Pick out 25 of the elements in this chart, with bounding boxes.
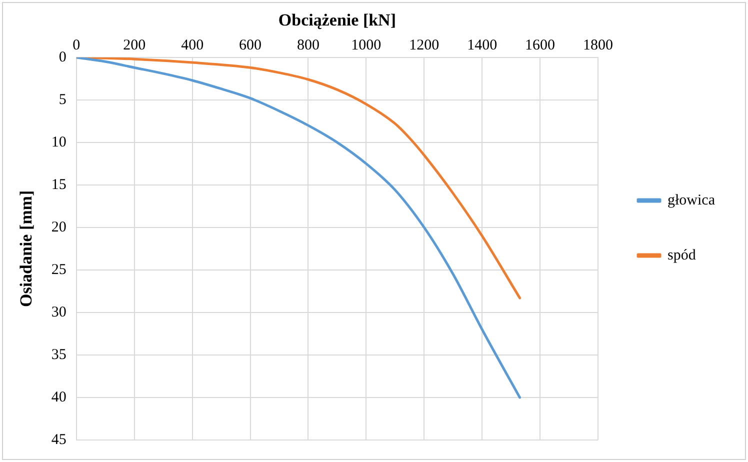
- y-tick-label: 25: [51, 262, 66, 278]
- x-axis-title: Obciążenie [kN]: [278, 10, 396, 30]
- y-tick-label: 45: [51, 432, 66, 448]
- x-tick-label: 0: [72, 37, 80, 54]
- y-tick-label: 35: [51, 346, 66, 363]
- legend-label: głowica: [668, 192, 716, 208]
- y-tick-label: 5: [58, 92, 66, 108]
- legend-label: spód: [668, 247, 696, 264]
- y-tick-label: 0: [58, 49, 66, 66]
- x-tick-label: 200: [123, 37, 146, 54]
- x-tick-label: 1800: [583, 37, 614, 54]
- line-series: [76, 57, 522, 399]
- x-tick-label: 800: [296, 37, 320, 54]
- y-tick-label: 15: [51, 176, 66, 193]
- x-tick-label: 600: [239, 37, 262, 54]
- x-tick-label: 1600: [525, 37, 556, 54]
- x-tick-label: 400: [181, 37, 204, 54]
- y-tick-label: 10: [51, 134, 66, 150]
- y-tick-label: 30: [51, 304, 66, 320]
- x-tick-label: 1400: [467, 37, 498, 54]
- y-axis-title: Osiadanie [mm]: [16, 190, 36, 308]
- x-tick-label: 1200: [409, 37, 440, 54]
- y-tick-label: 40: [51, 389, 66, 406]
- x-tick-label: 1000: [351, 37, 382, 54]
- y-tick-label: 20: [51, 219, 66, 236]
